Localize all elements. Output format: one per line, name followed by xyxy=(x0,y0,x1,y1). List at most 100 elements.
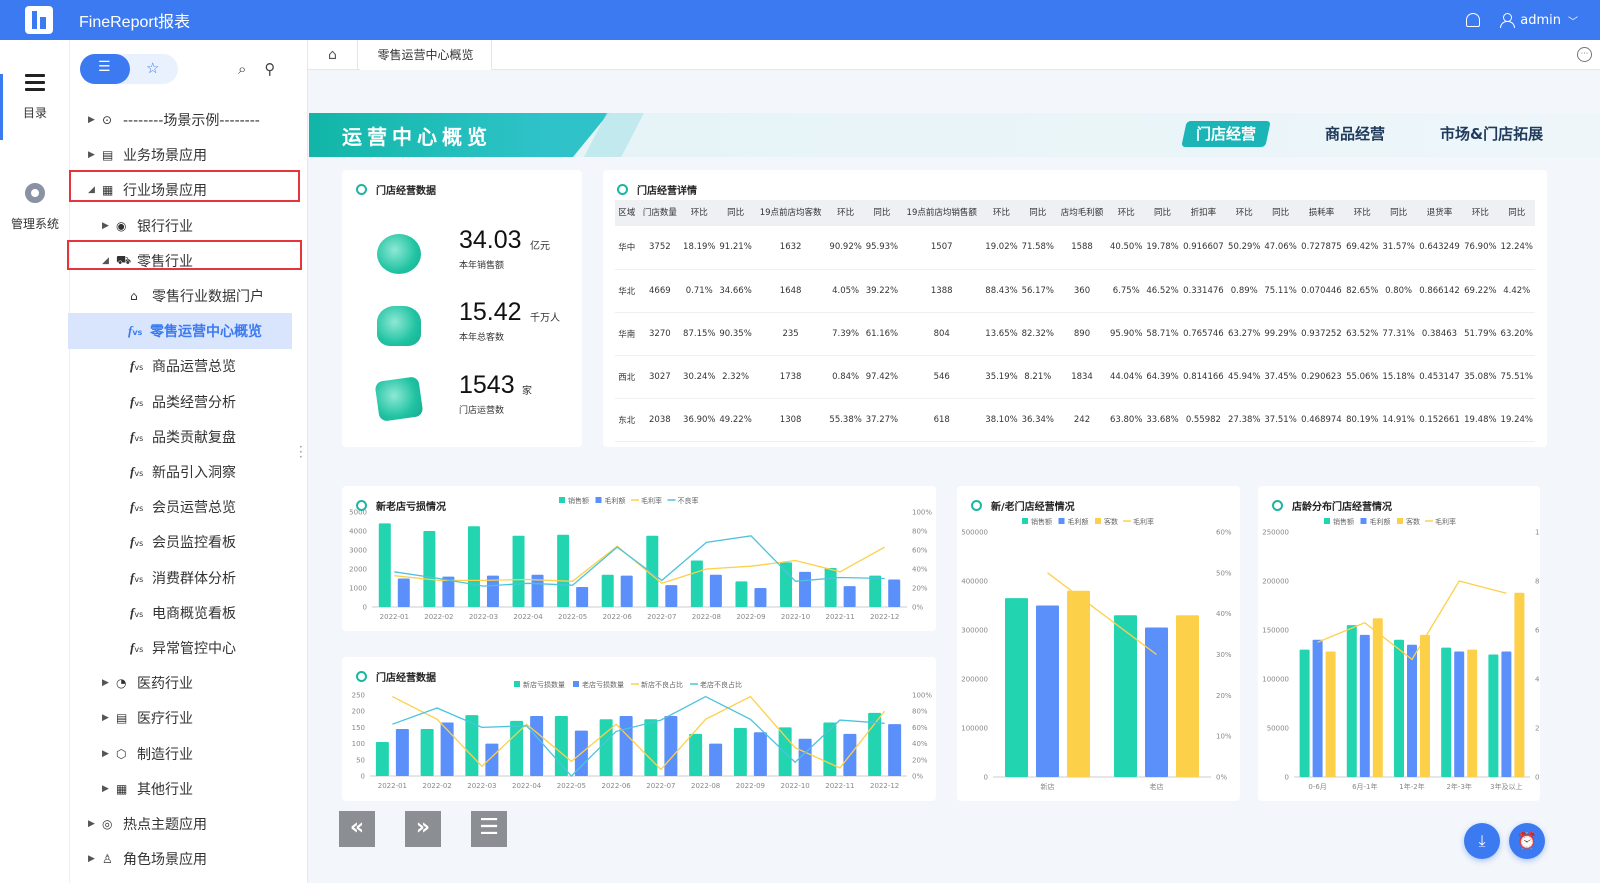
pie-chart-icon xyxy=(377,234,421,274)
collapse-arrow-icon[interactable]: ◢ xyxy=(88,185,95,196)
expand-arrow-icon[interactable]: ▶ xyxy=(88,115,95,125)
fvs-report-icon: fvs xyxy=(130,464,144,479)
tree-node-icon: ▦ xyxy=(116,781,128,796)
tree-node[interactable]: fvs 会员运营总览 xyxy=(70,489,308,525)
detail-panel-title: 门店经营详情 xyxy=(617,182,697,197)
notification-bell-icon[interactable] xyxy=(1466,13,1481,27)
nav-product-ops[interactable]: 商品经营 xyxy=(1325,125,1386,143)
x-tick-label: 6月-1年 xyxy=(1352,782,1377,791)
table-cell: 西北 xyxy=(615,355,639,399)
chart-store-age: 销售额 毛利额 客数 毛利率 0 50000 100000 150000 200000 25000… xyxy=(1262,517,1540,791)
table-cell: 0.38463 xyxy=(1416,312,1463,356)
y-tick-label: 300000 xyxy=(961,627,988,635)
tree-node-label: 零售行业 xyxy=(137,253,193,270)
alarm-button[interactable]: ⏰ xyxy=(1509,823,1545,859)
y-tick-label: 1000 xyxy=(349,585,367,593)
home-icon[interactable]: ⌂ xyxy=(308,40,358,70)
x-tick-label: 3年及以上 xyxy=(1490,782,1522,791)
tree-node[interactable]: fvs 异常管控中心 xyxy=(70,630,308,666)
collapse-arrow-icon[interactable]: ◢ xyxy=(102,255,109,266)
table-cell: 13.65% xyxy=(983,312,1020,356)
table-header: 同比 xyxy=(1380,200,1417,226)
expand-arrow-icon[interactable]: ▶ xyxy=(102,678,109,689)
tree-node[interactable]: ▶ ▤ 业务场景应用 xyxy=(70,137,308,173)
tree-node[interactable]: ▶ ◎ 热点主题应用 xyxy=(70,806,308,842)
tree-node[interactable]: ▶ ◔ 医药行业 xyxy=(70,665,308,701)
series-line xyxy=(394,545,886,585)
report-banner: 运营中心概览 门店经营 商品经营 市场&门店拓展 xyxy=(309,113,1600,157)
legend-label: 毛利额 xyxy=(605,496,626,505)
tab-current[interactable]: 零售运营中心概览 xyxy=(360,40,492,70)
tree-node[interactable]: fvs 消费群体分析 xyxy=(70,560,308,596)
kpi-customers-unit: 千万人 xyxy=(530,313,560,324)
nav-market-expansion[interactable]: 市场&门店拓展 xyxy=(1440,125,1544,143)
y-tick-label: 50000 xyxy=(1267,725,1289,733)
table-cell: 99.29% xyxy=(1262,312,1299,356)
bar xyxy=(1145,627,1168,777)
table-cell: 3027 xyxy=(638,355,682,399)
expand-arrow-icon[interactable]: ▶ xyxy=(102,783,109,794)
x-tick-label: 2022-02 xyxy=(424,613,453,621)
first-page-button[interactable]: « xyxy=(339,811,375,847)
download-button[interactable]: ⤓ xyxy=(1464,823,1500,859)
expand-arrow-icon[interactable]: ▶ xyxy=(102,220,109,231)
expand-arrow-icon[interactable]: ▶ xyxy=(88,819,95,829)
next-page-button[interactable]: » xyxy=(405,811,441,847)
table-header: 环比 xyxy=(827,200,864,226)
more-icon[interactable]: ··· xyxy=(1577,47,1592,62)
expand-arrow-icon[interactable]: ▶ xyxy=(88,854,95,865)
tree-node[interactable]: fvs 品类贡献复盘 xyxy=(70,419,308,455)
tree-node[interactable]: ▶ ◉ 银行行业 xyxy=(70,208,308,244)
resize-handle-icon[interactable]: · · · xyxy=(299,440,303,464)
sidebar: ☆ ⌕ ⚲ ▶ ⊙ --------场景示例-------- ▶ ▤ 业务场景应用 ◢ ▦ 行业… xyxy=(68,40,308,883)
nav-store-ops[interactable]: 门店经营 xyxy=(1181,121,1271,147)
tree-node[interactable]: fvs 电商概览看板 xyxy=(70,595,308,631)
tree-node[interactable]: ▶ ♙ 角色场景应用 xyxy=(70,841,308,877)
tree-node[interactable]: fvs 零售运营中心概览 xyxy=(68,313,292,350)
rail-manage-system[interactable]: 管理系统 xyxy=(0,183,70,232)
search-icon[interactable]: ⌕ xyxy=(238,60,247,78)
tree-node[interactable]: ⌂ 零售行业数据门户 xyxy=(70,278,308,314)
tree-node[interactable]: ◢ ⛟ 零售行业 xyxy=(70,243,308,279)
view-toggle[interactable]: ☆ xyxy=(80,54,178,84)
tree-node[interactable]: ◢ ▦ 行业场景应用 xyxy=(70,172,308,208)
expand-arrow-icon[interactable]: ▶ xyxy=(88,150,95,161)
tree-node[interactable]: ▶ ⬡ 制造行业 xyxy=(70,736,308,772)
table-cell: 37.51% xyxy=(1262,398,1299,442)
tree-node[interactable]: fvs 品类经营分析 xyxy=(70,384,308,420)
kpi-customers-label: 本年总客数 xyxy=(459,333,505,343)
tree-node[interactable]: ▶ ▦ 其他行业 xyxy=(70,771,308,807)
y-right-tick-label: 80% xyxy=(912,708,928,716)
x-tick-label: 2022-01 xyxy=(380,613,409,621)
fvs-report-icon: fvs xyxy=(128,323,143,339)
user-name: admin xyxy=(1520,12,1561,28)
expand-arrow-icon[interactable]: ▶ xyxy=(102,713,109,724)
favorites-star-icon[interactable]: ☆ xyxy=(146,59,160,77)
tree-node[interactable]: fvs 新品引入洞察 xyxy=(70,454,308,490)
menu-list-button[interactable]: ☰ xyxy=(471,811,507,847)
legend-label: 客数 xyxy=(1406,517,1420,526)
bar xyxy=(530,716,544,776)
tree-node[interactable]: fvs 会员监控看板 xyxy=(70,524,308,560)
pin-icon[interactable]: ⚲ xyxy=(264,60,276,78)
bar xyxy=(1467,649,1478,777)
user-menu[interactable]: admin ﹀ xyxy=(1500,13,1578,28)
tree-node[interactable]: fvs 商品运营总览 xyxy=(70,348,308,384)
rail-catalog[interactable]: 目录 xyxy=(0,74,70,140)
list-view-button[interactable] xyxy=(80,54,130,84)
table-cell: 77.31% xyxy=(1380,312,1417,356)
chart-store-age-title: 店龄分布门店经营情况 xyxy=(1272,498,1392,513)
table-cell: 49.22% xyxy=(717,398,754,442)
table-header: 环比 xyxy=(1462,200,1499,226)
expand-arrow-icon[interactable]: ▶ xyxy=(102,748,109,759)
bar xyxy=(1114,615,1137,777)
kpi-stores: 1543 家 门店运营数 xyxy=(374,371,597,431)
table-cell: 88.43% xyxy=(983,269,1020,313)
y-right-tick-label: 60% xyxy=(912,547,928,555)
fvs-report-icon: fvs xyxy=(130,534,144,550)
tree-node[interactable]: ▶ ⊙ --------场景示例-------- xyxy=(70,102,308,138)
tree-node[interactable]: ▶ ▤ 医疗行业 xyxy=(70,700,308,736)
bar xyxy=(486,575,499,607)
table-header: 折扣率 xyxy=(1180,200,1227,226)
gear-icon xyxy=(25,183,45,203)
